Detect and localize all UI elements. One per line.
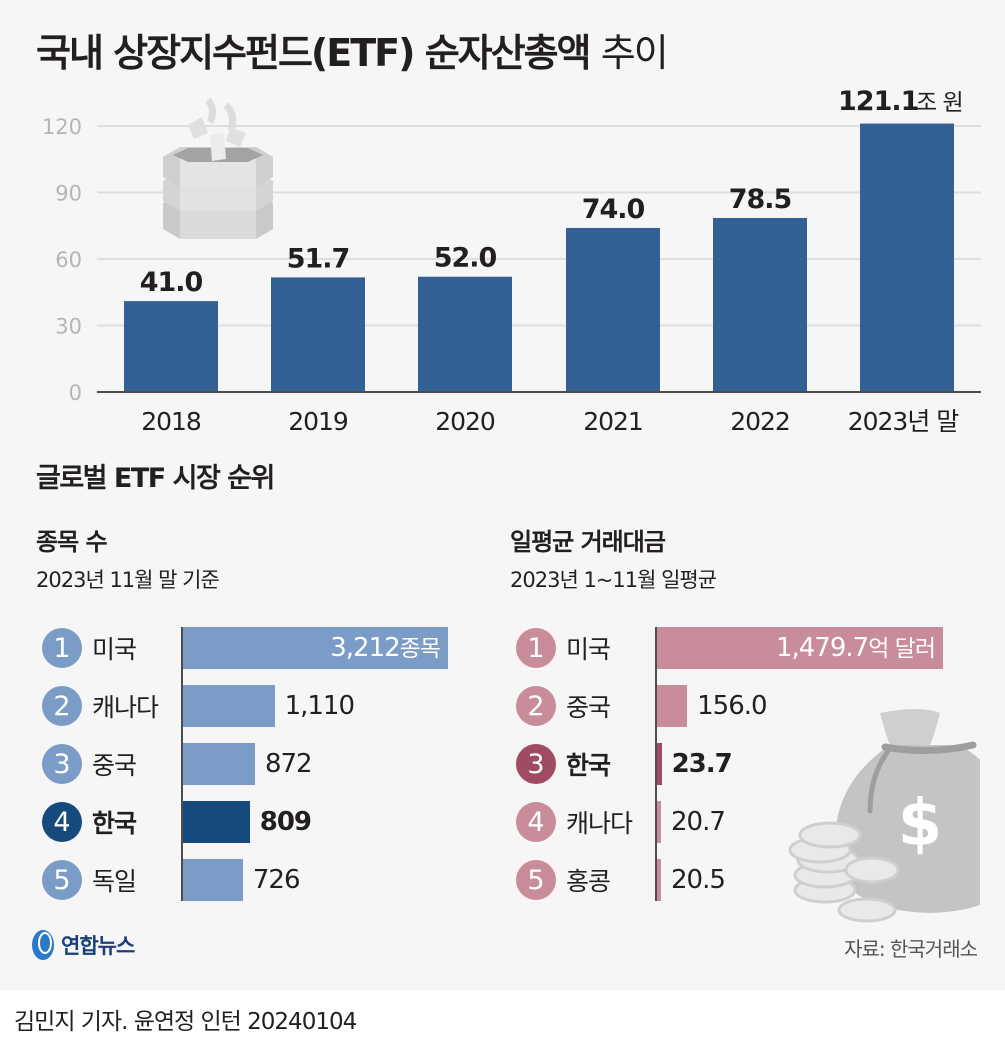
yonhap-globe-icon bbox=[32, 930, 54, 960]
ranking-row: 5 홍콩 bbox=[516, 858, 611, 902]
bar-2020 bbox=[418, 276, 512, 392]
title-light: 추이 bbox=[600, 31, 669, 75]
ranking-value: 156.0 bbox=[697, 691, 767, 721]
title-bold: 국내 상장지수펀드(ETF) 순자산총액 bbox=[36, 31, 592, 75]
country-name: 중국 bbox=[92, 751, 137, 780]
ranking-value: 20.5 bbox=[671, 865, 726, 895]
x-tick-label: 2018 bbox=[141, 407, 201, 436]
bar-value-label: 78.5 bbox=[729, 184, 792, 215]
x-tick-label: 2022 bbox=[730, 407, 790, 436]
bar-value-label: 121.1 bbox=[838, 86, 918, 117]
ranking-value: 726 bbox=[252, 865, 301, 895]
x-tick-label: 2019 bbox=[288, 407, 348, 436]
bar-value-label: 52.0 bbox=[434, 243, 497, 274]
ranking-row: 5 독일 bbox=[42, 858, 137, 902]
yonhap-logo: 연합뉴스 bbox=[30, 928, 135, 962]
svg-text:$: $ bbox=[898, 787, 943, 861]
rank-badge: 2 bbox=[516, 686, 556, 726]
y-tick-label: 60 bbox=[55, 248, 82, 272]
etf-assets-chart: 0 30 60 90 120 41.0 2018 51.7 2019 52.0 2020 74.0 2… bbox=[42, 86, 981, 436]
unit-label: 조 원 bbox=[916, 90, 963, 116]
section-title: 글로벌 ETF 시장 순위 bbox=[36, 463, 275, 494]
country-name: 독일 bbox=[92, 867, 137, 896]
value-number: 1,479.7 bbox=[775, 633, 869, 663]
rank-badge: 3 bbox=[516, 744, 556, 784]
ranking-row: 2 캐나다 bbox=[42, 684, 159, 728]
ranking-row: 1 미국 bbox=[516, 626, 611, 670]
ranking-value: 809 bbox=[259, 807, 312, 837]
source-note: 자료: 한국거래소 bbox=[844, 937, 978, 961]
y-tick-label: 120 bbox=[42, 115, 82, 139]
ranking-row: 1 미국 bbox=[42, 626, 137, 670]
country-name: 캐나다 bbox=[566, 809, 633, 838]
bar-value-label: 74.0 bbox=[582, 194, 645, 225]
country-name: 한국 bbox=[92, 809, 137, 838]
rank-badge: 4 bbox=[516, 802, 556, 842]
ranking-row: 2 중국 bbox=[516, 684, 611, 728]
bar-2021 bbox=[566, 227, 660, 392]
volume-panel-title: 일평균 거래대금 bbox=[510, 528, 666, 556]
ranking-bar bbox=[657, 743, 662, 785]
x-tick-label: 2023년 말 bbox=[848, 407, 960, 436]
bar-value-label: 51.7 bbox=[287, 243, 350, 274]
value-unit: 억 달러 bbox=[868, 636, 936, 662]
ranking-value: 872 bbox=[264, 749, 313, 779]
rank-badge: 4 bbox=[42, 802, 82, 842]
rank-badge: 1 bbox=[42, 628, 82, 668]
ranking-row: 4 한국 bbox=[42, 800, 137, 844]
bar-2023년 말 bbox=[860, 123, 954, 392]
count-panel-note: 2023년 11월 말 기준 bbox=[36, 568, 220, 592]
y-tick-label: 90 bbox=[55, 182, 82, 206]
y-tick-label: 0 bbox=[69, 381, 82, 405]
count-panel-title: 종목 수 bbox=[36, 528, 108, 556]
ranking-value: 1,479.7억 달러 bbox=[657, 627, 936, 670]
etf-basket-icon bbox=[163, 97, 273, 239]
volume-panel-note: 2023년 1~11월 일평균 bbox=[510, 568, 717, 592]
ranking-axis-line bbox=[655, 627, 657, 901]
ranking-bar bbox=[183, 685, 275, 727]
ranking-bar bbox=[183, 627, 448, 669]
country-name: 미국 bbox=[92, 635, 137, 664]
ranking-row: 3 중국 bbox=[42, 742, 137, 786]
rank-badge: 1 bbox=[516, 628, 556, 668]
ranking-bar bbox=[657, 801, 661, 843]
rank-badge: 2 bbox=[42, 686, 82, 726]
ranking-value: 3,212종목 bbox=[183, 627, 441, 670]
country-name: 중국 bbox=[566, 693, 611, 722]
ranking-axis-line bbox=[181, 627, 183, 901]
country-name: 한국 bbox=[566, 751, 611, 780]
ranking-value: 20.7 bbox=[671, 807, 726, 837]
ranking-value: 23.7 bbox=[671, 749, 733, 779]
bar-2019 bbox=[271, 277, 365, 392]
ranking-value: 1,110 bbox=[284, 691, 355, 721]
bar-value-label: 41.0 bbox=[140, 267, 203, 298]
ranking-row: 3 한국 bbox=[516, 742, 611, 786]
value-number: 3,212 bbox=[330, 633, 400, 663]
rank-badge: 5 bbox=[42, 860, 82, 900]
ranking-bar bbox=[657, 627, 943, 669]
x-tick-label: 2020 bbox=[435, 407, 495, 436]
ranking-bar bbox=[657, 685, 688, 727]
money-bag-icon: $ bbox=[788, 709, 980, 923]
value-unit: 종목 bbox=[399, 636, 441, 662]
y-tick-label: 30 bbox=[55, 315, 82, 339]
country-name: 미국 bbox=[566, 635, 611, 664]
bar-2018 bbox=[124, 301, 218, 392]
ranking-bar bbox=[183, 743, 255, 785]
country-name: 캐나다 bbox=[92, 693, 159, 722]
logo-text: 연합뉴스 bbox=[61, 934, 135, 958]
page-title: 국내 상장지수펀드(ETF) 순자산총액 추이 bbox=[36, 22, 669, 77]
ranking-bar bbox=[183, 801, 250, 843]
ranking-bar bbox=[657, 859, 661, 901]
bar-2022 bbox=[713, 217, 807, 392]
x-tick-label: 2021 bbox=[583, 407, 643, 436]
credit-line: 김민지 기자. 윤연정 인턴 20240104 bbox=[14, 1009, 357, 1035]
country-name: 홍콩 bbox=[566, 867, 611, 896]
ranking-bar bbox=[183, 859, 243, 901]
rank-badge: 5 bbox=[516, 860, 556, 900]
ranking-row: 4 캐나다 bbox=[516, 800, 633, 844]
rank-badge: 3 bbox=[42, 744, 82, 784]
